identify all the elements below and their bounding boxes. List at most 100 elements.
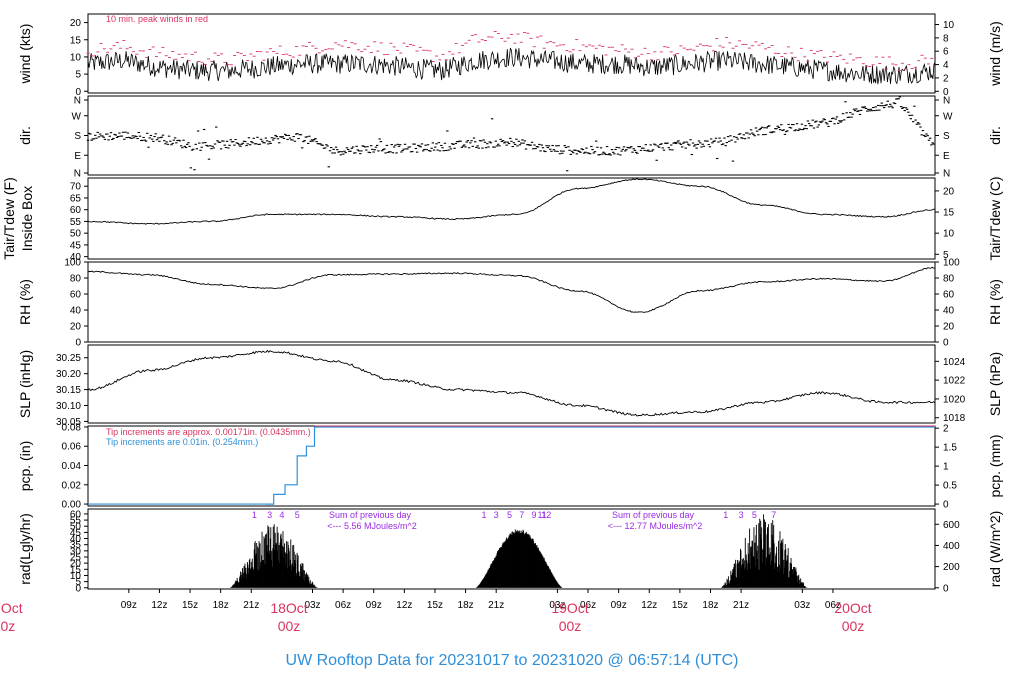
rh-ylabel-left: RH (%)	[17, 279, 33, 325]
rh-right-tick-label: 80	[943, 274, 955, 285]
rh-left-tick-label: 40	[70, 306, 82, 317]
rh-right-tick-label: 20	[943, 322, 955, 333]
temp-left-tick-label: 60	[70, 205, 82, 216]
rad-hour-marker: 12	[541, 510, 551, 520]
rh-left-tick-label: 20	[70, 322, 82, 333]
slp-line	[87, 349, 936, 417]
rad-hour-marker: 3	[739, 510, 744, 520]
rh-left-tick-label: 0	[75, 338, 81, 349]
rh-right-tick-label: 100	[943, 258, 960, 269]
day-label-date: 18Oct	[270, 600, 307, 616]
time-tick-label: 21z	[733, 600, 749, 611]
temp-left-tick-label: 45	[70, 240, 82, 251]
wind-ylabel-right: wind (m/s)	[987, 21, 1003, 87]
pcp-ylabel-right: pcp. (mm)	[987, 435, 1003, 498]
slp-right-tick-label: 1020	[943, 394, 966, 405]
wind-speed-line	[87, 47, 936, 85]
rad-right-tick-label: 0	[943, 583, 949, 594]
slp-left-tick-label: 30.15	[56, 385, 81, 396]
time-tick-label: 03z	[794, 600, 810, 611]
dir-left-tick-label: E	[74, 151, 81, 162]
wind-right-tick-label: 10	[943, 20, 955, 31]
slp-ylabel-right: SLP (hPa)	[987, 352, 1003, 416]
slp-right-tick-label: 1018	[943, 413, 966, 424]
rh-right-tick-label: 60	[943, 290, 955, 301]
time-tick-label: 18z	[213, 600, 229, 611]
rh-left-tick-label: 80	[70, 274, 82, 285]
time-tick-label: 03z	[549, 600, 565, 611]
temp-right-tick-label: 15	[943, 208, 955, 219]
time-tick-label: 12z	[396, 600, 412, 611]
dir-right-tick-label: W	[943, 111, 953, 122]
time-tick-label: 06z	[335, 600, 351, 611]
rad-ylabel-left: rad(Lgly/hr)	[17, 513, 33, 585]
rad-hour-marker: 3	[494, 510, 499, 520]
pcp-note-blue: Tip increments are 0.01in. (0.254mm.)	[106, 437, 258, 447]
temp-left-tick-label: 70	[70, 182, 82, 193]
pcp-note-red: Tip increments are approx. 0.00171in. (0…	[106, 427, 311, 437]
slp-left-tick-label: 30.05	[56, 417, 81, 428]
temp-right-tick-label: 5	[943, 250, 949, 261]
pcp-left-tick-label: 0.04	[62, 461, 82, 472]
time-tick-label: 03z	[304, 600, 320, 611]
rad-hour-marker: 11	[537, 510, 546, 520]
temp-right-tick-label: 20	[943, 186, 955, 197]
time-tick-label: 12z	[151, 600, 167, 611]
day-label-date: 20Oct	[834, 600, 871, 616]
dir-frame	[87, 95, 936, 176]
wind-left-tick-label: 15	[70, 35, 82, 46]
footer-title: UW Rooftop Data for 20231017 to 20231020…	[286, 652, 739, 669]
time-tick-label: 18z	[458, 600, 474, 611]
time-tick-label: 09z	[121, 600, 137, 611]
rad-right-tick-label: 600	[943, 520, 960, 531]
time-tick-label: 15z	[672, 600, 688, 611]
time-tick-label: 06z	[825, 600, 841, 611]
pcp-left-tick-label: 0.00	[62, 500, 82, 511]
dir-left-tick-label: N	[74, 169, 81, 180]
rad-sum-note-2-line2: <--- 12.77 MJoules/m^2	[608, 521, 703, 531]
rad-hour-marker: 7	[519, 510, 524, 520]
wind-right-tick-label: 6	[943, 47, 949, 58]
rh-ylabel-right: RH (%)	[987, 279, 1003, 325]
rad-hour-marker: 9	[531, 510, 536, 520]
rad-left-tick-label: 30	[70, 546, 82, 557]
rad-left-tick-label: 45	[70, 528, 82, 539]
rad-left-tick-label: 15	[70, 565, 82, 576]
temp-ylabel-left-1: Tair/Tdew (F)	[1, 177, 17, 259]
rad-sum-note-2-line1: Sum of previous day	[612, 510, 695, 520]
time-tick-label: 09z	[366, 600, 382, 611]
rh-right-tick-label: 40	[943, 306, 955, 317]
rad-hour-marker: 5	[752, 510, 757, 520]
dir-right-tick-label: N	[943, 96, 950, 107]
pcp-left-tick-label: 0.06	[62, 442, 82, 453]
wind-left-tick-label: 5	[75, 70, 81, 81]
rad-left-tick-label: 50	[70, 522, 82, 533]
rh-left-tick-label: 100	[64, 258, 81, 269]
pcp-right-tick-label: 0.5	[943, 481, 957, 492]
rad-left-tick-label: 0	[75, 583, 81, 594]
wind-note: 10 min. peak winds in red	[106, 14, 208, 24]
rad-hour-marker: 4	[279, 510, 284, 520]
rad-hour-marker: 5	[295, 510, 300, 520]
rad-hour-marker: 3	[267, 510, 272, 520]
temp-ylabel-left-2: Inside Box	[19, 186, 35, 251]
slp-ylabel-left: SLP (inHg)	[17, 350, 33, 418]
rad-ylabel-right: rad (W/m^2)	[987, 511, 1003, 588]
time-tick-label: 06z	[580, 600, 596, 611]
dir-right-tick-label: E	[943, 151, 950, 162]
wind-left-tick-label: 20	[70, 18, 82, 29]
day-label-time: 00z	[842, 618, 865, 634]
rad-hour-marker: 5	[507, 510, 512, 520]
time-tick-label: 21z	[243, 600, 259, 611]
slp-left-tick-label: 30.25	[56, 353, 81, 364]
rad-hour-marker: 7	[771, 510, 776, 520]
dir-right-tick-label: N	[943, 169, 950, 180]
day-label-time: 00z	[0, 618, 15, 634]
rad-right-tick-label: 400	[943, 541, 960, 552]
slp-right-tick-label: 1022	[943, 376, 966, 387]
rad-hour-marker: 1	[252, 510, 257, 520]
slp-right-tick-label: 1024	[943, 357, 966, 368]
rad-left-tick-label: 55	[70, 516, 82, 527]
